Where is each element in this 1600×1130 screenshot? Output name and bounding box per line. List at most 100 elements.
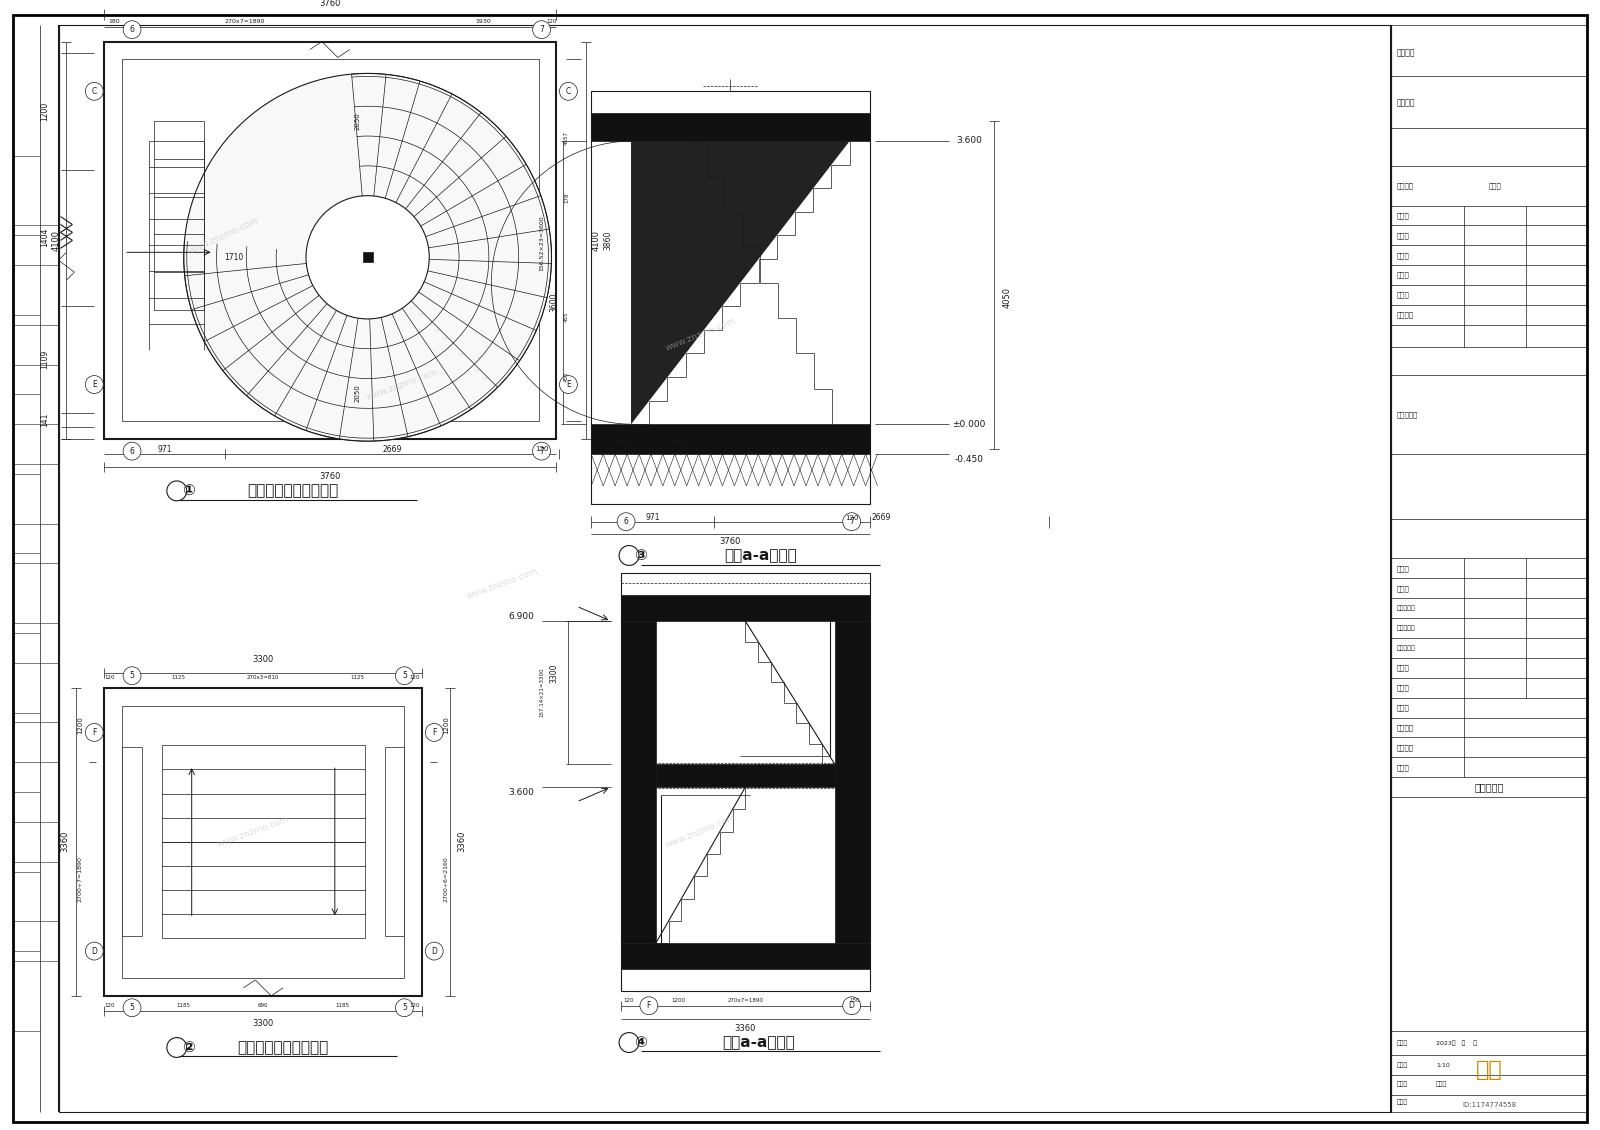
Text: 120: 120 (410, 1003, 419, 1008)
Text: 1125: 1125 (350, 676, 365, 680)
Text: 157.14×21=3300: 157.14×21=3300 (539, 668, 544, 718)
Text: www.znzmo.com: www.znzmo.com (187, 216, 259, 255)
Text: 6: 6 (130, 25, 134, 34)
Circle shape (85, 82, 104, 101)
Text: 120: 120 (104, 676, 115, 680)
Circle shape (395, 667, 413, 685)
Text: ±0.000: ±0.000 (952, 419, 986, 428)
Text: 7: 7 (850, 518, 854, 527)
Text: 4100: 4100 (592, 229, 600, 251)
Text: 阶　段: 阶 段 (1397, 1081, 1408, 1087)
Text: 3300: 3300 (253, 655, 274, 664)
Text: 方案设计人: 方案设计人 (1397, 625, 1414, 631)
Text: 2700÷7=1890: 2700÷7=1890 (78, 857, 83, 902)
Text: 3.600: 3.600 (509, 788, 534, 797)
Text: 楼梯a-a剖面图: 楼梯a-a剖面图 (723, 548, 797, 563)
Text: F: F (93, 728, 96, 737)
Circle shape (843, 997, 861, 1015)
Text: 2050: 2050 (355, 384, 360, 402)
Text: 暖　通: 暖 通 (1397, 272, 1410, 278)
Bar (592, 424, 869, 454)
Text: 4050: 4050 (1002, 287, 1011, 308)
Text: 3360: 3360 (734, 1024, 757, 1033)
Bar (621, 573, 869, 991)
Circle shape (395, 999, 413, 1017)
Text: 1185: 1185 (336, 1003, 350, 1008)
Circle shape (306, 195, 429, 319)
Text: 7: 7 (539, 446, 544, 455)
Circle shape (843, 513, 861, 531)
Text: 建设单位: 建设单位 (1397, 49, 1414, 56)
Circle shape (85, 375, 104, 393)
Text: 6.900: 6.900 (509, 611, 534, 620)
Bar (162, 746, 365, 938)
Text: 施工图: 施工图 (1437, 1081, 1448, 1087)
Circle shape (184, 73, 552, 441)
Text: 3760: 3760 (320, 472, 341, 481)
Text: ③: ③ (635, 548, 648, 563)
Text: D: D (432, 947, 437, 956)
Bar (621, 944, 869, 970)
Text: 1200: 1200 (443, 716, 450, 734)
Text: 二层上三层楼梯平面图: 二层上三层楼梯平面图 (237, 1040, 328, 1055)
Text: 120: 120 (534, 446, 549, 452)
Text: 156.52×23=3600: 156.52×23=3600 (539, 215, 544, 271)
Text: 150: 150 (850, 998, 859, 1003)
Text: 会签专业: 会签专业 (1397, 182, 1413, 189)
Text: 电　气: 电 气 (1397, 292, 1410, 298)
Text: 150: 150 (616, 440, 627, 445)
Text: 合作单位: 合作单位 (1397, 98, 1414, 107)
Text: 6: 6 (130, 446, 134, 455)
Bar (122, 747, 142, 936)
Text: 270x3=810: 270x3=810 (246, 676, 280, 680)
Text: ④: ④ (635, 1035, 648, 1050)
Text: 工程主持人: 工程主持人 (1397, 606, 1414, 611)
Text: 审　定: 审 定 (1397, 565, 1410, 572)
Circle shape (533, 20, 550, 38)
Text: 141: 141 (40, 412, 50, 427)
Text: 5: 5 (402, 671, 406, 680)
Text: 5: 5 (402, 1003, 406, 1012)
Text: 270x7=1890: 270x7=1890 (224, 19, 264, 24)
Text: 2050: 2050 (355, 112, 360, 130)
Text: 120: 120 (546, 19, 557, 24)
Text: www.znzmo.com: www.znzmo.com (216, 815, 290, 849)
Text: 2669: 2669 (382, 444, 402, 453)
Text: ②: ② (182, 1040, 195, 1055)
Text: E: E (91, 380, 96, 389)
Text: -0.450: -0.450 (955, 454, 984, 463)
Text: 比　例: 比 例 (1397, 1062, 1408, 1068)
Text: 3360: 3360 (59, 831, 69, 852)
Text: 455: 455 (563, 372, 570, 382)
Text: 3300: 3300 (253, 1019, 274, 1028)
Text: 楼梯a-a剖面图: 楼梯a-a剖面图 (722, 1035, 795, 1050)
Bar (104, 688, 422, 996)
Text: 给排水: 给排水 (1397, 252, 1410, 259)
Circle shape (426, 942, 443, 960)
Text: C: C (91, 87, 98, 96)
Text: 会　签: 会 签 (1488, 182, 1501, 189)
Text: 1200: 1200 (672, 998, 686, 1003)
Text: 1200: 1200 (40, 102, 50, 121)
Text: 2700÷6=2160: 2700÷6=2160 (443, 857, 448, 902)
Text: 971: 971 (646, 513, 661, 522)
Bar (592, 113, 869, 141)
Text: 455: 455 (563, 312, 570, 322)
Text: 270x7=1890: 270x7=1890 (728, 998, 763, 1003)
Text: D: D (848, 1001, 854, 1010)
Text: 3760: 3760 (320, 0, 341, 8)
Bar (621, 764, 869, 788)
Text: 1404: 1404 (40, 228, 50, 247)
Circle shape (85, 942, 104, 960)
Bar (122, 705, 405, 977)
Text: 3860: 3860 (603, 231, 613, 250)
Text: 楼梯大样图: 楼梯大样图 (1475, 782, 1504, 792)
Text: 1109: 1109 (40, 350, 50, 370)
Text: 178: 178 (563, 192, 570, 203)
Text: 制　图: 制 图 (1397, 704, 1410, 711)
Text: ①: ① (182, 484, 195, 498)
Text: 日　期: 日 期 (1397, 1041, 1408, 1046)
Circle shape (426, 723, 443, 741)
Bar (363, 252, 373, 262)
Text: 1:10: 1:10 (1437, 1063, 1450, 1068)
